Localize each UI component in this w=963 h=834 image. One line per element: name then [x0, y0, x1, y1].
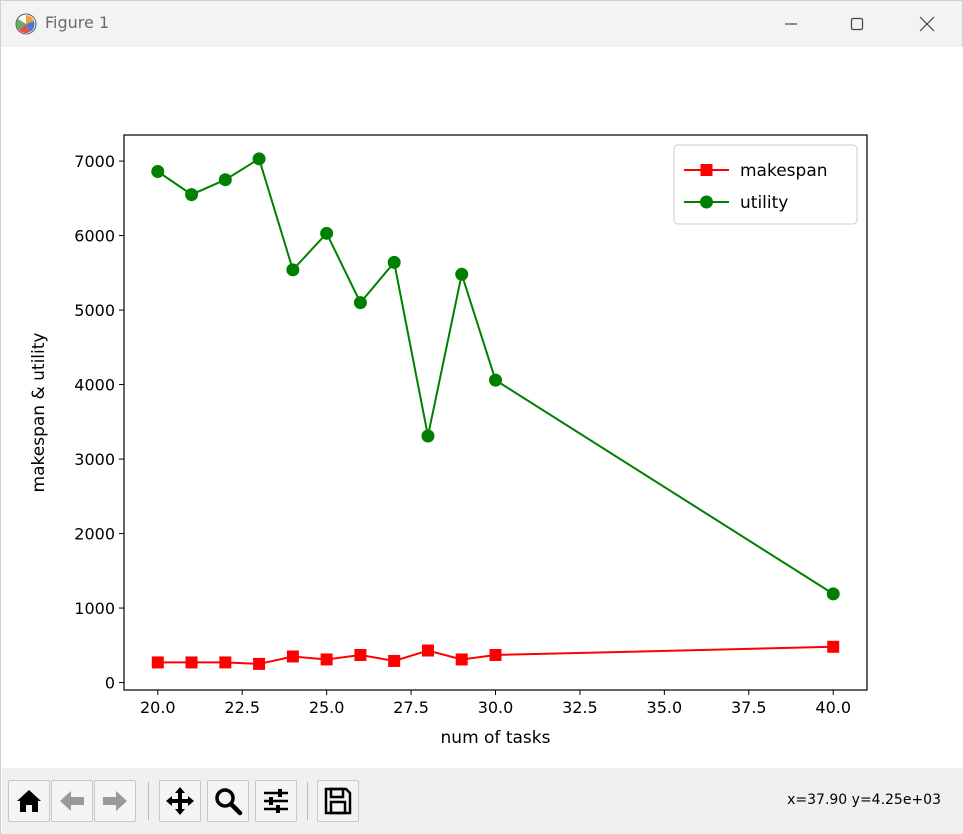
legend-label-makespan: makespan: [740, 161, 828, 181]
forward-button[interactable]: [94, 780, 136, 822]
data-point-makespan: [455, 653, 468, 666]
navigation-toolbar: x=37.90 y=4.25e+03: [2, 768, 963, 834]
legend-marker-makespan: [700, 164, 713, 176]
data-point-makespan: [421, 644, 434, 657]
data-point-makespan: [253, 657, 266, 670]
magnifier-icon: [215, 788, 243, 816]
pan-button[interactable]: [159, 780, 201, 822]
data-point-makespan: [185, 656, 198, 669]
data-point-utility: [421, 429, 435, 443]
y-tick-label: 2000: [74, 525, 115, 544]
data-point-utility: [455, 267, 469, 281]
home-icon: [17, 790, 41, 812]
cursor-coordinates: x=37.90 y=4.25e+03: [787, 792, 941, 808]
x-tick-label: 32.5: [562, 698, 598, 717]
y-tick-label: 6000: [74, 227, 115, 246]
data-point-utility: [826, 587, 840, 601]
x-tick-label: 20.0: [140, 698, 176, 717]
back-button[interactable]: [51, 780, 93, 822]
x-tick-label: 22.5: [224, 698, 260, 717]
minimize-icon: [785, 23, 797, 25]
figure-canvas[interactable]: 20.0 22.5 25.0 27.5 30.0 32.5 35.0 37.5 40.0 0 100…: [2, 47, 963, 768]
y-tick-label: 7000: [74, 152, 115, 171]
y-tick-label: 5000: [74, 301, 115, 320]
move-icon: [166, 787, 194, 815]
sliders-icon: [264, 789, 288, 813]
app-icon: [15, 13, 37, 35]
data-point-makespan: [320, 653, 333, 666]
y-tick-label: 1000: [74, 599, 115, 618]
data-point-utility: [320, 226, 334, 240]
zoom-button[interactable]: [207, 780, 249, 822]
x-tick-label: 40.0: [815, 698, 851, 717]
legend-label-utility: utility: [740, 193, 788, 213]
y-tick-label: 0: [105, 674, 115, 693]
x-axis-label: num of tasks: [441, 728, 551, 748]
x-tick-label: 35.0: [647, 698, 683, 717]
data-point-utility: [286, 263, 300, 277]
data-point-makespan: [827, 640, 840, 653]
data-point-makespan: [151, 656, 164, 669]
data-point-utility: [489, 373, 502, 387]
save-button[interactable]: [317, 780, 359, 822]
close-icon: [919, 16, 935, 32]
minimize-button[interactable]: [768, 1, 814, 47]
x-tick-label: 30.0: [478, 698, 514, 717]
x-tick-label: 37.5: [731, 698, 767, 717]
toolbar-separator: [148, 782, 149, 820]
y-axis-label: makespan & utility: [29, 333, 49, 493]
configure-subplots-button[interactable]: [255, 780, 297, 822]
data-point-makespan: [354, 648, 367, 661]
back-arrow-icon: [60, 791, 84, 811]
data-point-utility: [387, 255, 401, 269]
data-point-utility: [151, 165, 165, 179]
close-button[interactable]: [904, 1, 950, 47]
x-tick-label: 25.0: [309, 698, 345, 717]
data-point-utility: [252, 152, 266, 166]
toolbar-separator: [307, 782, 308, 820]
legend-box: [673, 144, 858, 225]
data-point-utility: [353, 296, 367, 310]
line-chart: 20.0 22.5 25.0 27.5 30.0 32.5 35.0 37.5 40.0 0 100…: [29, 134, 868, 748]
legend-marker-utility: [700, 195, 713, 209]
x-tick-label: 27.5: [393, 698, 429, 717]
window-title: Figure 1: [45, 13, 110, 32]
data-point-makespan: [489, 648, 502, 661]
data-point-makespan: [219, 656, 232, 669]
home-button[interactable]: [8, 780, 50, 822]
maximize-button[interactable]: [834, 1, 880, 47]
y-tick-label: 3000: [74, 450, 115, 469]
data-point-utility: [185, 188, 199, 202]
floppy-disk-icon: [324, 787, 352, 815]
y-tick-label: 4000: [74, 376, 115, 395]
data-point-makespan: [388, 654, 401, 667]
maximize-icon: [850, 17, 864, 31]
title-bar[interactable]: Figure 1: [1, 1, 962, 47]
data-point-makespan: [286, 650, 299, 663]
data-point-utility: [218, 173, 232, 187]
forward-arrow-icon: [103, 791, 127, 811]
